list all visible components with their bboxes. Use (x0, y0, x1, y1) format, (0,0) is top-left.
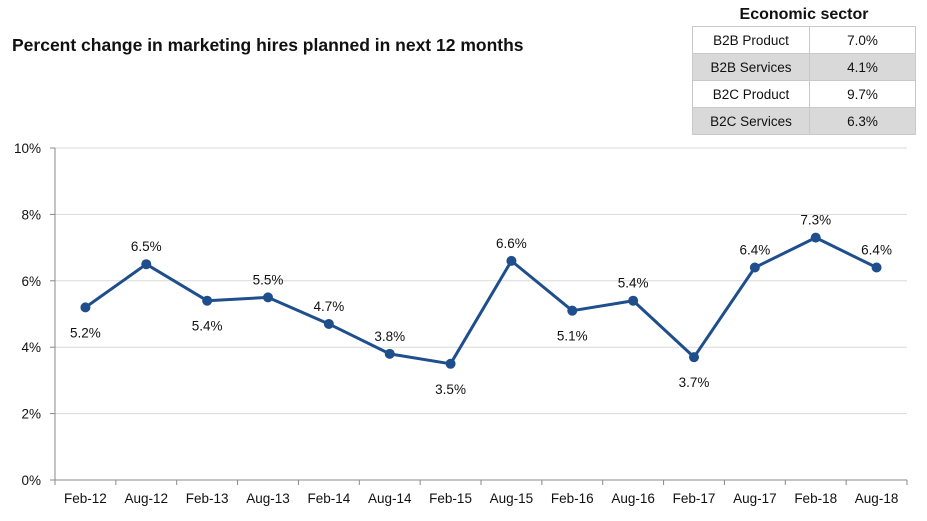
sector-table: B2B Product 7.0% B2B Services 4.1% B2C P… (692, 26, 916, 135)
x-tick-label: Feb-14 (307, 491, 350, 506)
sector-value: 6.3% (809, 107, 916, 135)
data-label: 5.5% (253, 272, 284, 287)
sector-name: B2C Product (692, 80, 810, 108)
data-point (506, 255, 517, 266)
data-point (871, 262, 882, 273)
data-label: 5.4% (192, 319, 223, 334)
economic-sector-table: Economic sector B2B Product 7.0% B2B Ser… (692, 3, 916, 135)
data-point (445, 358, 456, 369)
data-point (263, 292, 273, 303)
chart-title: Percent change in marketing hires planne… (12, 35, 524, 55)
data-point (810, 232, 821, 243)
x-tick-label: Aug-12 (125, 491, 169, 506)
data-label: 6.4% (739, 243, 770, 258)
y-tick-label: 2% (21, 407, 41, 422)
table-row: B2B Services 4.1% (692, 53, 916, 81)
y-tick-label: 0% (21, 473, 41, 488)
data-point (749, 262, 760, 273)
data-label: 7.3% (800, 213, 831, 228)
data-label: 3.7% (679, 375, 710, 390)
sector-name: B2C Services (692, 107, 810, 135)
table-row: B2C Product 9.7% (692, 80, 916, 108)
x-tick-label: Aug-18 (855, 491, 899, 506)
data-label: 6.4% (861, 243, 892, 258)
data-point (323, 318, 334, 329)
x-tick-label: Aug-13 (246, 491, 290, 506)
x-tick-label: Feb-18 (794, 491, 837, 506)
gridlines (55, 147, 907, 415)
data-label: 4.7% (313, 299, 344, 314)
x-tick-label: Aug-16 (611, 491, 655, 506)
data-label: 5.4% (618, 276, 649, 291)
table-row: B2C Services 6.3% (692, 107, 916, 135)
data-point (141, 259, 152, 270)
data-point (202, 295, 213, 306)
x-tick-label: Feb-12 (64, 491, 107, 506)
sector-value: 7.0% (809, 26, 916, 54)
data-label: 5.2% (70, 325, 101, 340)
table-row: B2B Product 7.0% (692, 26, 916, 54)
data-point (567, 305, 578, 316)
series-line (84, 236, 878, 366)
series-group (80, 232, 882, 369)
data-label: 6.6% (496, 236, 527, 251)
data-label: 3.5% (435, 382, 466, 397)
y-tick-label: 4% (21, 340, 41, 355)
data-label: 5.1% (557, 329, 588, 344)
data-point (384, 348, 395, 359)
sector-name: B2B Product (692, 26, 810, 54)
data-label: 6.5% (131, 239, 162, 254)
x-tick-label: Feb-15 (429, 491, 472, 506)
sector-table-title: Economic sector (739, 6, 869, 23)
data-labels: 5.2% 6.5% 5.4% 5.5% 4.7% 3.8% 3.5% 6.6% 5.1% 5.4%… (70, 213, 892, 397)
x-tick-label: Feb-13 (186, 491, 229, 506)
sector-value: 4.1% (809, 53, 916, 81)
x-tick-label: Feb-16 (551, 491, 594, 506)
y-tick-label: 8% (21, 207, 41, 222)
y-tick-label: 6% (21, 274, 41, 289)
data-label: 3.8% (374, 329, 405, 344)
sector-name: B2B Services (692, 53, 810, 81)
data-point (628, 295, 639, 306)
x-tick-label: Aug-14 (368, 491, 412, 506)
x-tick-label: Aug-15 (490, 491, 534, 506)
axes: 0% 2% 4% 6% 8% 10% Feb-12 Aug-12 Feb-13 Aug-13 Feb… (14, 141, 908, 506)
x-tick-label: Aug-17 (733, 491, 777, 506)
y-tick-label: 10% (14, 141, 41, 156)
data-point (689, 352, 699, 363)
data-point (80, 302, 91, 313)
x-tick-label: Feb-17 (673, 491, 716, 506)
sector-value: 9.7% (809, 80, 916, 108)
